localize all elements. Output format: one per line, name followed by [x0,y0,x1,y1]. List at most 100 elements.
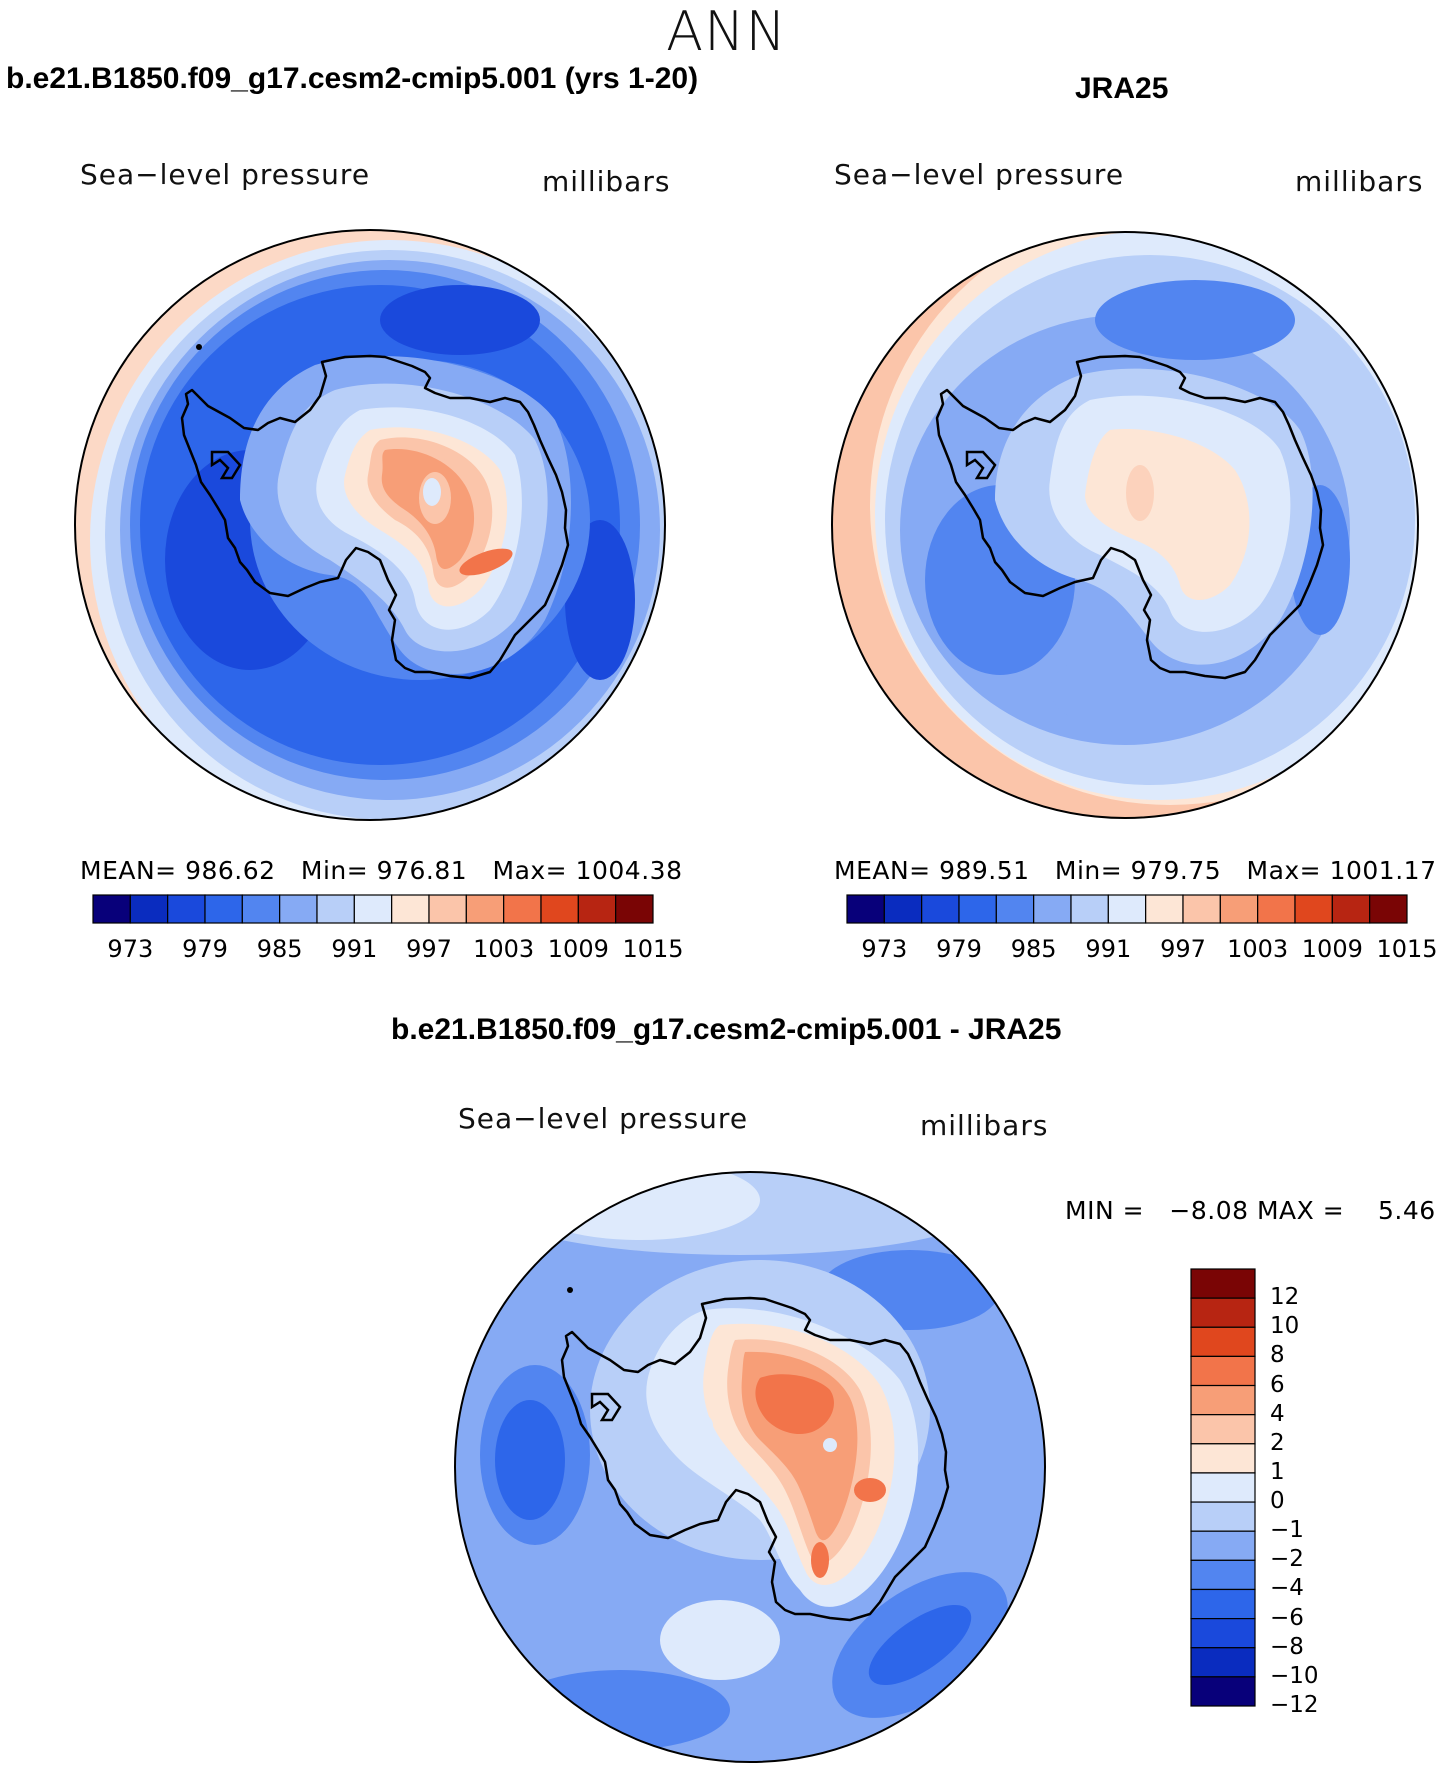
colorbar-tick-label: 997 [406,935,452,963]
colorbar-tick-label: −2 [1270,1546,1304,1573]
obs-mean-label: MEAN= [834,856,931,885]
colorbar-tick-label: 985 [256,935,303,963]
colorbar-tick-label: 1003 [1227,935,1289,963]
diff-units-label: millibars [920,1109,1049,1142]
colorbar-swatch [615,894,654,924]
model-max-label: Max= [492,856,568,885]
obs-min-label: Min= [1054,856,1123,885]
colorbar-tick-label: 10 [1270,1313,1300,1340]
colorbar-swatch [883,894,923,924]
colorbar-swatch [503,894,542,924]
colorbar-swatch [1190,1414,1256,1445]
colorbar-tick-label: −4 [1270,1575,1304,1602]
model-min-value: 976.81 [376,856,468,885]
diff-max-value: 5.46 [1377,1196,1436,1225]
diff-case-title: b.e21.B1850.f09_g17.cesm2-cmip5.001 - JR… [391,1013,1062,1046]
colorbar-tick-label: 1009 [1301,935,1363,963]
colorbar-tick-label: 6 [1270,1371,1285,1398]
obs-colorbar [846,894,1408,924]
model-stats-line: MEAN= 986.62 Min= 976.81 Max= 1004.38 [80,856,682,885]
colorbar-swatch [353,894,393,924]
colorbar-tick-label: 991 [331,935,378,963]
colorbar-swatch [1190,1326,1256,1357]
colorbar-swatch [129,894,169,924]
model-mean-value: 986.62 [185,856,276,885]
colorbar-swatch [1190,1384,1256,1416]
colorbar-tick-label: 8 [1270,1342,1285,1369]
colorbar-swatch [995,894,1035,924]
colorbar-swatch [1331,894,1371,924]
colorbar-tick-label: 1009 [547,935,609,963]
colorbar-swatch [1190,1618,1256,1649]
model-island-marker [196,344,202,350]
model-colorbar-ticks: 973 979 985 991 997 1003 1009 1015 [0,935,1453,965]
colorbar-tick-label: 991 [1085,935,1132,963]
colorbar-swatch [1190,1647,1256,1678]
obs-stats-line: MEAN= 989.51 Min= 979.75 Max= 1001.17 [834,856,1436,885]
colorbar-tick-label: 1003 [473,935,535,963]
model-colorbar [92,894,654,924]
obs-antarctica-coastline [935,354,1325,680]
model-antarctica-coastline [180,354,570,680]
colorbar-swatch [1294,894,1333,924]
colorbar-swatch [1190,1676,1256,1707]
colorbar-swatch [1190,1355,1256,1387]
obs-colorbar-ticks: 973 979 985 991 997 1003 1009 1015 [0,935,1453,965]
colorbar-swatch [391,894,430,924]
diff-min-value: −8.08 [1169,1196,1249,1225]
colorbar-tick-label: 997 [1160,935,1206,963]
colorbar-tick-label: 973 [861,935,908,963]
obs-units-label: millibars [1295,165,1424,198]
colorbar-swatch [1190,1297,1256,1328]
diff-variable-label: Sea−level pressure [458,1102,749,1135]
diff-colorbar-ticks: 12 10 8 6 4 2 1 0 −1 −2 −4 −6 −8 −10 −12 [1270,1268,1390,1718]
colorbar-swatch [279,894,318,924]
colorbar-swatch [1369,894,1408,924]
colorbar-tick-label: −8 [1270,1633,1304,1660]
colorbar-swatch [1033,894,1072,924]
diff-max-label: MAX = [1256,1196,1345,1225]
colorbar-swatch [1190,1501,1256,1532]
obs-max-value: 1001.17 [1329,856,1437,885]
obs-mean-value: 989.51 [939,856,1030,885]
obs-case-title: JRA25 [1075,72,1169,105]
colorbar-swatch [1070,894,1109,924]
diff-island-marker [567,1287,573,1293]
colorbar-tick-label: −12 [1270,1692,1319,1718]
colorbar-tick-label: 979 [936,935,982,963]
diff-antarctica-coastline [560,1296,950,1622]
colorbar-tick-label: 985 [1010,935,1057,963]
diff-min-label: MIN = [1065,1196,1145,1225]
colorbar-tick-label: 1015 [622,935,684,963]
colorbar-tick-label: −1 [1270,1517,1304,1544]
colorbar-swatch [958,894,997,924]
model-min-label: Min= [300,856,369,885]
obs-max-label: Max= [1246,856,1322,885]
obs-min-value: 979.75 [1130,856,1222,885]
colorbar-swatch [316,894,355,924]
model-case-title: b.e21.B1850.f09_g17.cesm2-cmip5.001 (yrs… [6,62,699,95]
colorbar-tick-label: 2 [1270,1429,1285,1456]
colorbar-swatch [846,894,885,924]
colorbar-tick-label: 979 [182,935,228,963]
colorbar-tick-label: −10 [1270,1662,1319,1689]
colorbar-swatch [1182,894,1221,924]
page-title: ANN [666,0,787,63]
colorbar-tick-label: 12 [1270,1284,1300,1311]
colorbar-swatch [1219,894,1259,924]
obs-map-outline [831,231,1419,819]
model-max-value: 1004.38 [575,856,683,885]
colorbar-swatch [1190,1530,1256,1561]
colorbar-swatch [1190,1443,1256,1474]
colorbar-tick-label: 4 [1270,1400,1285,1427]
model-units-label: millibars [542,165,671,198]
colorbar-swatch [92,894,131,924]
colorbar-tick-label: 1015 [1376,935,1438,963]
colorbar-swatch [1190,1559,1256,1591]
colorbar-tick-label: 1 [1270,1458,1285,1485]
colorbar-swatch [1190,1588,1256,1620]
model-variable-label: Sea−level pressure [80,158,371,191]
